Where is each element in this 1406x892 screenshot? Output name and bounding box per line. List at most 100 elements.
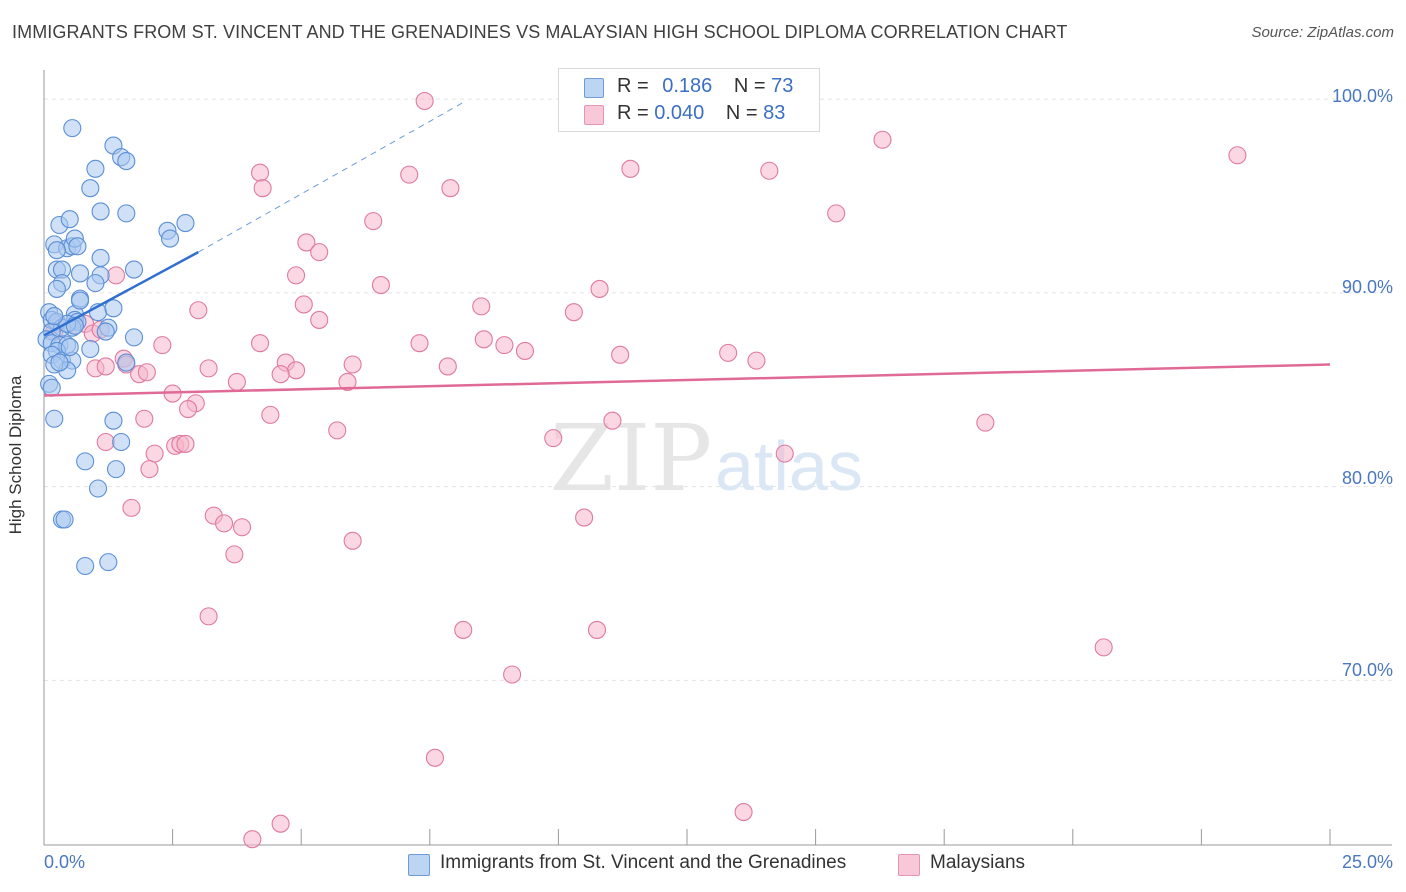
x-tick-max: 25.0% bbox=[1341, 852, 1393, 872]
immigrants-point bbox=[68, 237, 87, 256]
series-malaysians bbox=[45, 91, 1247, 849]
legend-label-malaysians: Malaysians bbox=[930, 852, 1026, 873]
chart-title: IMMIGRANTS FROM ST. VINCENT AND THE GREN… bbox=[12, 22, 1068, 42]
immigrants-point bbox=[104, 299, 123, 318]
legend-pink-n-label: N = bbox=[725, 102, 758, 124]
legend-pink-r-label: R = bbox=[617, 102, 649, 124]
malaysians-point bbox=[96, 432, 115, 452]
malaysians-point bbox=[261, 405, 280, 424]
immigrants-point bbox=[47, 241, 66, 260]
malaysians-point bbox=[214, 514, 234, 533]
immigrants-point bbox=[124, 328, 144, 347]
legend-swatch-immigrants bbox=[408, 854, 430, 876]
immigrants-point bbox=[45, 307, 64, 326]
watermark-zip: ZIP bbox=[550, 405, 712, 512]
immigrants-point bbox=[45, 409, 64, 428]
malaysians-point bbox=[137, 363, 156, 382]
malaysians-point bbox=[232, 518, 252, 537]
immigrants-point bbox=[42, 378, 61, 397]
malaysians-point bbox=[827, 204, 846, 223]
malaysians-point bbox=[145, 444, 164, 463]
immigrants-point bbox=[70, 264, 90, 283]
source-label: Source: ZipAtlas.com bbox=[1251, 24, 1394, 41]
immigrants-point bbox=[70, 291, 90, 310]
watermark-atlas: atlas bbox=[715, 427, 863, 505]
trend-lines bbox=[43, 100, 1331, 397]
malaysians-point bbox=[250, 163, 270, 182]
immigrants-point bbox=[86, 274, 105, 293]
malaysians-point bbox=[106, 266, 126, 285]
malaysians-point bbox=[271, 814, 290, 833]
malaysians-point bbox=[1094, 638, 1113, 657]
axes bbox=[43, 70, 1392, 846]
malaysians-point bbox=[400, 165, 419, 184]
malaysians-point bbox=[371, 276, 390, 295]
immigrants-point bbox=[96, 322, 115, 341]
immigrants-point bbox=[106, 460, 126, 479]
malaysians-point bbox=[287, 361, 306, 380]
immigrants-point bbox=[60, 210, 79, 229]
legend-blue-r-value: 0.186 bbox=[662, 75, 713, 97]
legend-swatch-pink bbox=[584, 105, 604, 125]
immigrants-point bbox=[47, 279, 66, 298]
malaysians-point bbox=[250, 334, 270, 353]
malaysians-point bbox=[873, 130, 892, 149]
malaysians-point bbox=[410, 334, 429, 353]
immigrants-point bbox=[60, 338, 79, 357]
grid-lines bbox=[44, 98, 1392, 681]
immigrants-point bbox=[117, 152, 136, 171]
malaysians-point bbox=[328, 421, 347, 440]
legend-swatch-malaysians bbox=[898, 854, 920, 876]
malaysians-point bbox=[225, 545, 244, 564]
malaysians-point bbox=[719, 343, 738, 362]
stats-legend: R = 0.186 N = 73 R = 0.040 N = 83 bbox=[558, 68, 820, 132]
immigrants-point bbox=[124, 260, 144, 279]
malaysians-point bbox=[178, 400, 198, 419]
malaysians-point bbox=[544, 429, 563, 448]
y-tick-100: 100.0% bbox=[1331, 86, 1393, 106]
malaysians-point bbox=[199, 607, 218, 626]
series-immigrants-st-vincent bbox=[37, 119, 195, 576]
malaysians-point bbox=[603, 411, 622, 430]
x-tick-min: 0.0% bbox=[44, 852, 86, 872]
malaysians-point bbox=[587, 620, 607, 639]
y-tick-80: 80.0% bbox=[1341, 468, 1393, 488]
malaysians-point bbox=[472, 297, 491, 316]
immigrants-point bbox=[117, 353, 136, 372]
malaysians-point bbox=[310, 243, 329, 262]
malaysians-point bbox=[227, 372, 246, 391]
malaysians-point bbox=[976, 413, 995, 432]
immigrants-point bbox=[76, 556, 95, 576]
immigrants-point bbox=[104, 411, 123, 430]
malaysians-point bbox=[564, 303, 583, 322]
malaysians-point bbox=[271, 365, 290, 384]
malaysians-point bbox=[140, 460, 159, 479]
legend-pink-n-value: 83 bbox=[763, 102, 786, 124]
immigrants-point bbox=[91, 248, 110, 267]
legend-blue-text: R = 0.186 N = 73 bbox=[617, 75, 793, 98]
malaysians-point bbox=[310, 310, 329, 329]
malaysians-point bbox=[96, 357, 115, 376]
immigrants-point bbox=[117, 204, 136, 223]
malaysians-point bbox=[189, 301, 208, 320]
legend-item-immigrants: Immigrants from St. Vincent and the Gren… bbox=[408, 852, 846, 876]
malaysians-point bbox=[253, 179, 272, 198]
immigrants-point bbox=[55, 510, 74, 529]
malaysians-point bbox=[474, 330, 493, 349]
malaysians-point bbox=[243, 830, 262, 849]
legend-blue-r-label: R = bbox=[617, 75, 649, 97]
immigrants-point bbox=[86, 159, 105, 178]
y-tick-90: 90.0% bbox=[1341, 277, 1393, 297]
immigrants-point bbox=[99, 553, 118, 572]
malaysians-point bbox=[438, 357, 457, 376]
legend-item-malaysians: Malaysians bbox=[898, 852, 1026, 876]
malaysians-point bbox=[495, 336, 514, 355]
immigrants-point bbox=[91, 202, 110, 221]
malaysians-point bbox=[294, 295, 313, 314]
malaysians-trend-line bbox=[43, 363, 1331, 397]
malaysians-point bbox=[176, 434, 195, 453]
malaysians-point bbox=[425, 748, 444, 767]
immigrants-point bbox=[112, 432, 131, 452]
malaysians-point bbox=[122, 498, 141, 517]
